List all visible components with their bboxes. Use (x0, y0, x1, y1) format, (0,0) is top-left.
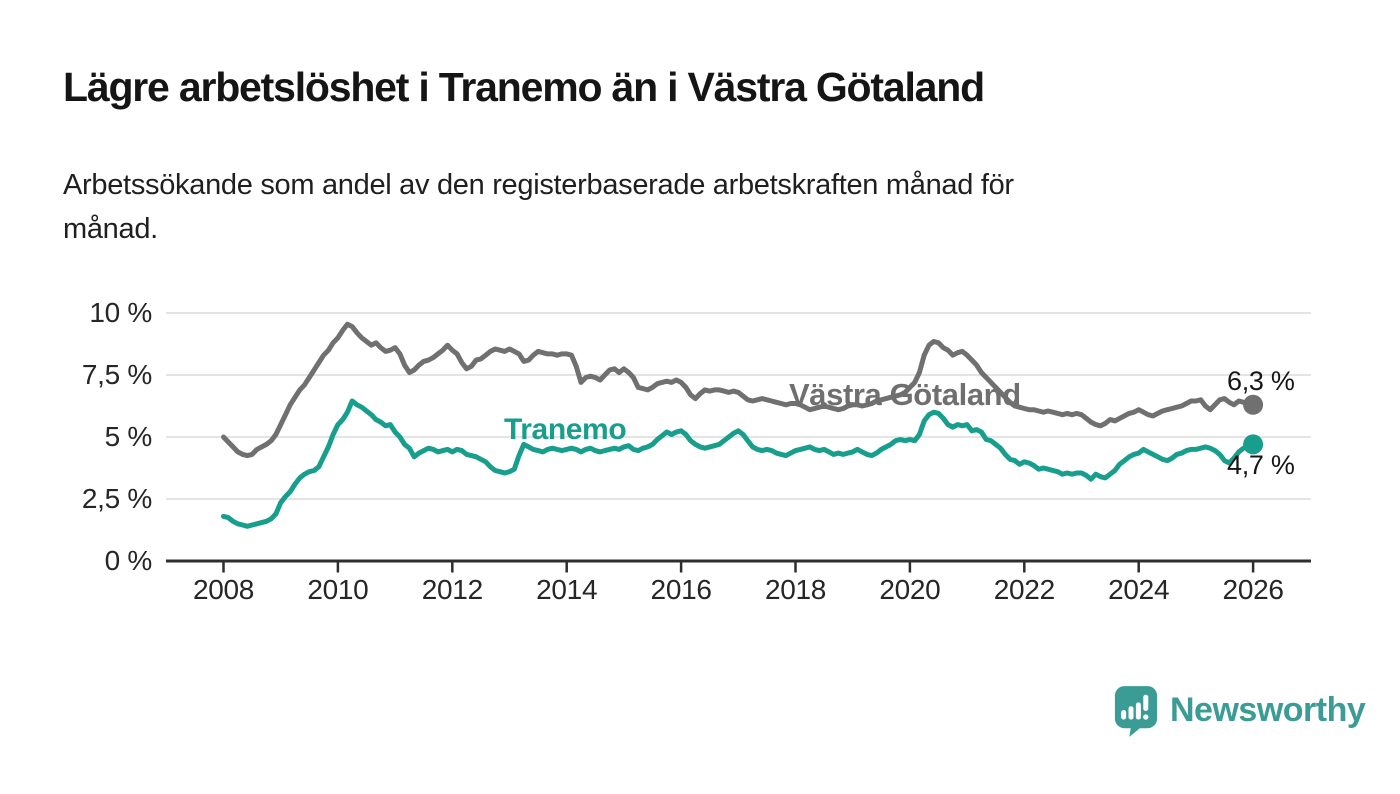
y-tick-label: 10 % (89, 297, 152, 328)
page-title: Lägre arbetslöshet i Tranemo än i Västra… (63, 64, 985, 110)
series-line-vastra-gotaland (221, 321, 1256, 459)
series-label-tranemo: Tranemo (504, 413, 627, 446)
series-end-dot-vastra-gotaland (1243, 394, 1264, 415)
series-label-vastra-gotaland: Västra Götaland (789, 377, 1021, 412)
x-tick-label: 2020 (879, 574, 941, 605)
y-tick-label: 5 % (104, 421, 153, 452)
y-tick-label: 0 % (104, 545, 153, 576)
newsworthy-logo-icon (1114, 686, 1158, 737)
y-tick-label: 7,5 % (81, 359, 152, 390)
x-tick-label: 2022 (993, 574, 1055, 605)
x-tick-label: 2010 (307, 574, 369, 605)
x-tick-label: 2018 (764, 574, 827, 605)
x-tick-label: 2014 (536, 574, 598, 605)
page-subtitle: Arbetssökande som andel av den registerb… (63, 169, 1014, 245)
newsworthy-branding: Newsworthy (1113, 684, 1366, 737)
end-value-tranemo: 4,7 % (1227, 450, 1295, 480)
x-tick-label: 2012 (421, 574, 483, 605)
series-end-dot-tranemo (1243, 434, 1264, 455)
x-tick-label: 2016 (650, 574, 712, 605)
end-value-vastra-gotaland: 6,3 % (1227, 366, 1295, 396)
newsworthy-logo-text: Newsworthy (1170, 691, 1366, 729)
x-tick-label: 2026 (1222, 574, 1284, 605)
y-tick-label: 2,5 % (81, 483, 152, 514)
series-line-tranemo (221, 398, 1256, 529)
x-tick-label: 2024 (1108, 574, 1170, 605)
x-tick-label: 2008 (192, 574, 255, 605)
